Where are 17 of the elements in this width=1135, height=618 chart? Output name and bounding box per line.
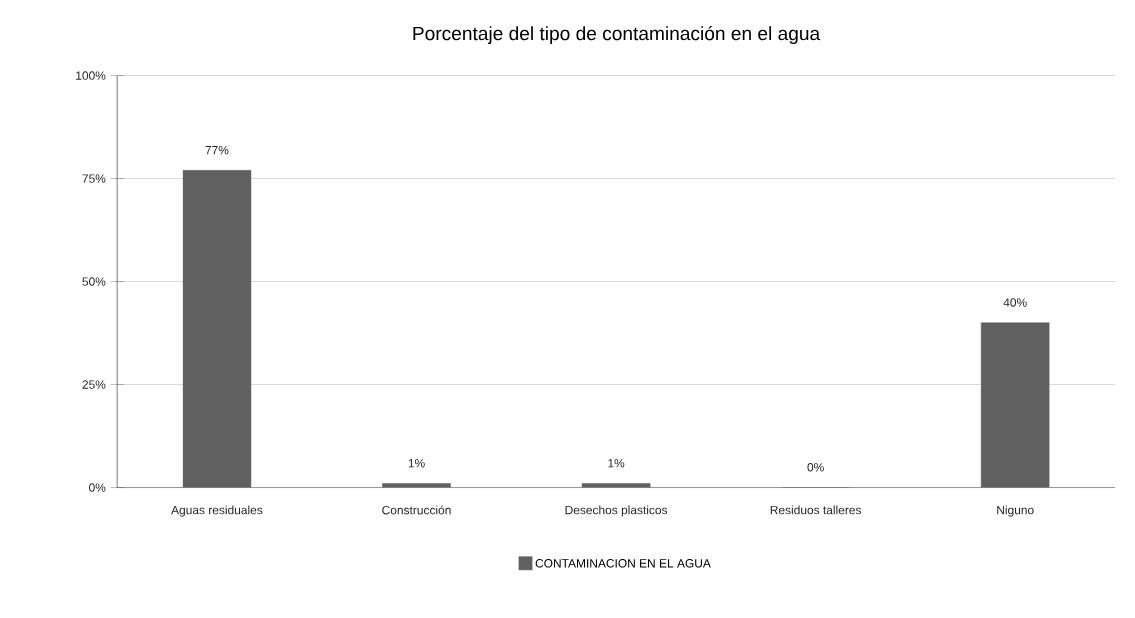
data-label: 40% <box>1003 298 1027 307</box>
x-tick-label: Niguno <box>997 505 1034 517</box>
x-tick-label: Construcción <box>382 505 451 515</box>
legend-label: CONTAMINACION EN EL AGUA <box>535 559 711 568</box>
y-tick-label: 75% <box>82 174 106 183</box>
y-tick-label: 25% <box>82 380 106 389</box>
data-label: 0% <box>807 463 824 472</box>
x-tick-label: Residuos talleres <box>770 505 862 515</box>
y-tick-label: 100% <box>76 71 106 80</box>
chart-title: Porcentaje del tipo de contaminación en el agua <box>413 25 821 45</box>
x-tick-label: Aguas residuales <box>171 505 263 517</box>
data-label: 77% <box>205 145 229 155</box>
y-tick-label: 0% <box>89 483 106 492</box>
data-label: 1% <box>408 459 425 468</box>
x-tick-label: Desechos plasticos <box>565 505 668 517</box>
y-tick-label: 50% <box>82 277 106 286</box>
data-label: 1% <box>608 459 625 468</box>
